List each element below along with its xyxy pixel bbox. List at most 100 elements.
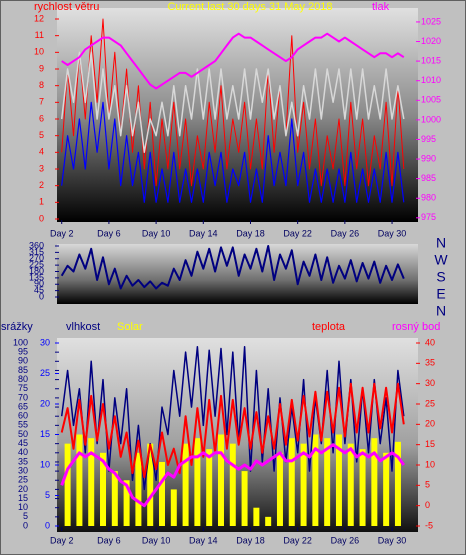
bar: [300, 443, 307, 526]
direction-label: S: [436, 269, 445, 285]
y-tick-label: 20: [40, 398, 50, 408]
bar: [158, 461, 165, 526]
direction-label: N: [436, 303, 446, 319]
y-tick-label: 9: [39, 63, 44, 73]
series-line: [60, 382, 405, 479]
y-tick-label: 985: [421, 173, 436, 183]
y-tick-label: 1005: [421, 95, 441, 105]
bar: [324, 438, 331, 526]
y-tick-label: 100: [13, 337, 28, 347]
series-line: [61, 18, 405, 187]
x-tick-label: Day 26: [331, 535, 360, 545]
y-tick-label: 5: [23, 511, 28, 521]
y-tick-label: 25: [425, 398, 435, 408]
y-tick-label: 10: [18, 502, 28, 512]
axis-title: tlak: [372, 1, 390, 13]
y-tick-label: 65: [18, 401, 28, 411]
y-tick-label: 0: [45, 520, 50, 530]
y-tick-label: 975: [421, 212, 436, 222]
x-tick-label: Day 22: [283, 228, 312, 238]
x-tick-label: Day 22: [283, 535, 312, 545]
y-tick-label: 45: [34, 285, 44, 295]
y-tick-label: 30: [18, 465, 28, 475]
y-tick-label: 30: [40, 337, 50, 347]
bar: [88, 438, 95, 526]
bar: [64, 443, 71, 526]
y-tick-label: 995: [421, 134, 436, 144]
y-tick-label: 40: [18, 447, 28, 457]
x-tick-label: Day 30: [378, 535, 407, 545]
y-tick-label: 135: [29, 272, 44, 282]
direction-label: E: [436, 286, 445, 302]
bar: [111, 471, 118, 526]
bar: [335, 434, 342, 526]
y-tick-label: 0: [39, 291, 44, 301]
y-tick-label: 55: [18, 420, 28, 430]
bar: [194, 438, 201, 526]
bar: [394, 441, 401, 526]
y-tick-label: -5: [425, 520, 433, 530]
y-tick-label: 315: [29, 247, 44, 257]
x-tick-label: Day 10: [142, 228, 171, 238]
legend-label: teplota: [312, 321, 346, 333]
y-tick-label: 8: [39, 80, 44, 90]
y-tick-label: 1015: [421, 55, 441, 65]
y-tick-label: 6: [39, 113, 44, 123]
x-tick-label: Day 14: [189, 535, 218, 545]
y-tick-label: 85: [18, 365, 28, 375]
y-tick-label: 70: [18, 392, 28, 402]
bar: [123, 480, 130, 526]
x-tick-label: Day 30: [378, 228, 407, 238]
series-line: [61, 101, 405, 203]
y-tick-label: 5: [39, 130, 44, 140]
y-tick-label: 25: [18, 475, 28, 485]
y-tick-label: 75: [18, 383, 28, 393]
y-tick-label: 3: [39, 163, 44, 173]
bar: [206, 449, 213, 526]
axis-title: rychlost větru: [34, 1, 99, 13]
y-tick-label: 11: [35, 30, 44, 40]
y-tick-label: 30: [425, 378, 435, 388]
y-tick-label: 1000: [421, 114, 441, 124]
y-tick-label: 95: [18, 347, 28, 357]
y-tick-label: 360: [29, 240, 44, 250]
y-tick-label: 225: [29, 260, 44, 270]
y-tick-label: 1020: [421, 36, 441, 46]
y-tick-label: 5: [425, 480, 430, 490]
bar: [229, 443, 236, 526]
x-tick-label: Day 6: [97, 228, 121, 238]
x-tick-label: Day 2: [50, 535, 74, 545]
y-tick-label: 15: [18, 493, 28, 503]
series-line: [61, 32, 405, 90]
y-tick-label: 90: [18, 356, 28, 366]
y-tick-label: 12: [34, 13, 44, 23]
legend-label: Solar: [117, 321, 143, 333]
x-tick-label: Day 14: [189, 228, 218, 238]
series-line: [60, 245, 405, 290]
y-tick-label: 20: [18, 484, 28, 494]
bar: [383, 452, 390, 526]
direction-label: N: [436, 235, 446, 251]
y-tick-label: 270: [29, 253, 44, 263]
y-tick-label: 2: [39, 180, 44, 190]
x-tick-label: Day 18: [236, 535, 265, 545]
y-tick-label: 4: [39, 147, 44, 157]
y-tick-label: 5: [45, 490, 50, 500]
y-tick-label: 35: [425, 358, 435, 368]
series-line: [60, 51, 405, 154]
bar: [312, 434, 319, 526]
legend-label: vlhkost: [66, 321, 100, 333]
y-tick-label: 60: [18, 411, 28, 421]
y-tick-label: 7: [39, 97, 44, 107]
y-tick-label: 980: [421, 193, 436, 203]
y-tick-label: 180: [29, 266, 44, 276]
y-tick-label: 1: [39, 197, 44, 207]
y-tick-label: 35: [18, 456, 28, 466]
bar: [100, 452, 107, 526]
y-tick-label: 0: [39, 213, 44, 223]
bar: [371, 438, 378, 526]
y-tick-label: 15: [425, 439, 435, 449]
series-line: [60, 443, 406, 508]
y-tick-label: 10: [34, 47, 44, 57]
bar: [347, 443, 354, 526]
